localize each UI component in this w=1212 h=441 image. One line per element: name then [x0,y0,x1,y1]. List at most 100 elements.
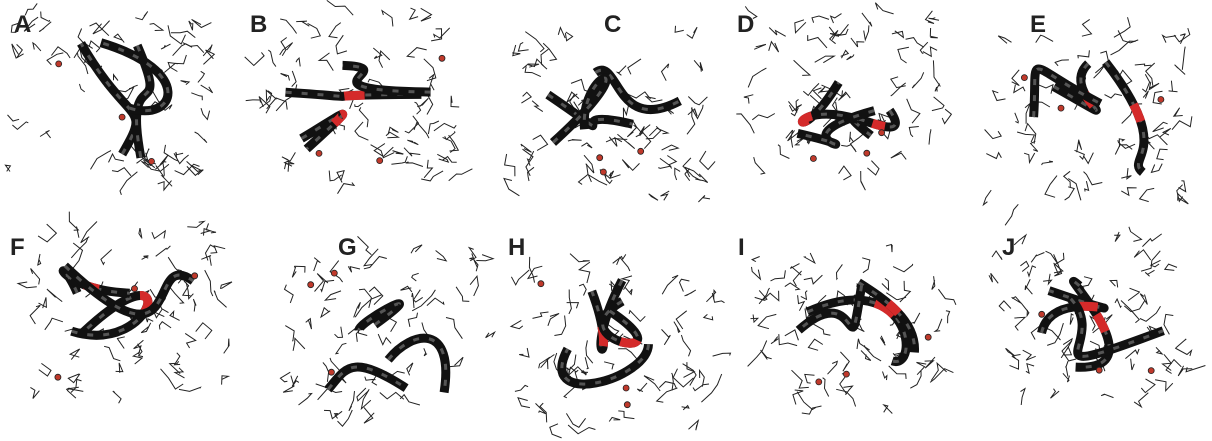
side-chain [406,162,423,167]
side-chain [1110,280,1118,287]
side-chain [436,251,447,261]
side-chain [336,35,347,54]
side-chain [992,251,1002,260]
side-chain [769,28,786,37]
panel-label: A [14,11,31,38]
side-chain [424,160,432,178]
side-chain [292,376,299,387]
side-chain [325,291,341,300]
atom [638,148,644,154]
side-chain [1005,204,1018,225]
side-chain [364,249,378,266]
side-chain [528,167,534,181]
side-chain [412,293,414,308]
side-chain [411,245,422,253]
side-chain [1111,41,1136,55]
atom [1039,311,1045,317]
side-chain [688,97,707,105]
side-chain [628,59,641,74]
side-chain [1131,359,1135,370]
side-chain [931,363,946,380]
atom [308,282,314,288]
side-chain [548,314,559,326]
side-chain [280,372,290,382]
side-chain [378,334,391,345]
side-chain [1025,279,1032,294]
side-chain [1012,70,1020,86]
side-chain [5,165,10,171]
atom [377,158,383,164]
side-chain [808,35,827,48]
side-chain [361,389,370,408]
side-chain [1021,389,1026,405]
side-chain [1078,50,1090,58]
side-chain [676,311,687,329]
side-chain [292,71,296,87]
side-chain [771,337,778,344]
side-chain [1163,35,1177,42]
side-chain [1065,187,1075,200]
side-chain [1165,264,1177,270]
side-chain [847,55,854,60]
atom [623,385,629,391]
side-chain [388,127,398,134]
side-chain [159,322,171,330]
side-chain [189,21,193,30]
side-chain [617,134,634,148]
atom [1058,105,1064,111]
side-chain [649,128,668,136]
side-chain [1178,194,1189,204]
side-chain [942,109,951,123]
atom [331,270,337,276]
panel-label: B [250,11,267,38]
side-chain [566,413,585,427]
side-chain [142,256,149,260]
side-chain [280,19,296,34]
side-chain [533,312,549,318]
side-chain [319,53,333,71]
side-chain [754,44,766,49]
side-chain [891,151,906,159]
side-chain [761,350,772,359]
side-chain [541,49,549,69]
side-chain [283,376,294,393]
side-chain [661,191,670,200]
side-chain [986,153,1001,159]
atom [816,379,822,385]
side-chain [662,145,679,150]
side-chain [1046,251,1059,264]
side-chain [585,357,588,369]
side-chain [1134,250,1151,260]
side-chain [521,144,532,152]
side-chain [769,42,779,52]
side-chain [1105,94,1122,98]
side-chain [214,291,227,308]
atom [1096,367,1102,373]
side-chain [754,157,765,174]
side-chain [324,410,342,418]
panel-label: G [338,234,357,261]
side-chain [629,311,645,322]
side-chain [689,421,699,431]
atom [119,114,125,120]
atom [149,158,155,164]
side-chain [793,271,801,286]
side-chain [570,254,590,262]
side-chain [198,71,205,82]
structures [5,0,1205,438]
side-chain [935,84,940,92]
atom [624,402,630,408]
side-chain [1141,251,1160,271]
side-chain [8,115,20,121]
side-chain [713,353,731,356]
atom [439,55,445,61]
side-chain [1070,314,1073,325]
side-chain [168,25,186,44]
side-chain [884,405,893,414]
side-chain [681,335,690,356]
side-chain [33,43,41,51]
side-chain [156,246,171,256]
side-chain [586,340,593,363]
side-chain [841,50,849,58]
side-chain [779,334,797,346]
